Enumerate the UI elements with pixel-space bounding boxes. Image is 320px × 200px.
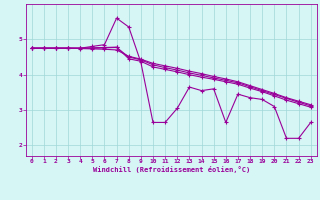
X-axis label: Windchill (Refroidissement éolien,°C): Windchill (Refroidissement éolien,°C): [92, 166, 250, 173]
